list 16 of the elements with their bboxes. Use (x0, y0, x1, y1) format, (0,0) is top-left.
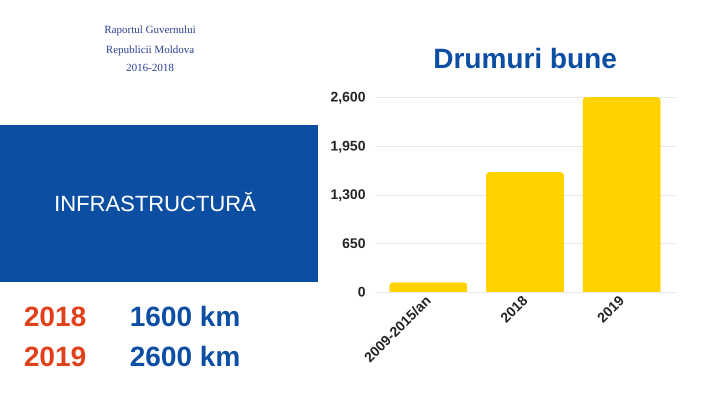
text: 2016-2018 (126, 62, 174, 74)
text: Republicii Moldova (106, 44, 194, 56)
bar (389, 282, 468, 292)
y-tick-label: 2,600 (330, 88, 366, 104)
y-tick-label: 1,300 (330, 186, 366, 202)
chart-title: Drumuri bune (433, 43, 617, 74)
y-tick-label: 650 (342, 234, 366, 251)
y-tick-label: 0 (358, 284, 366, 300)
text: 2019 (24, 341, 86, 372)
text: 2600 km (130, 341, 240, 372)
bar (486, 172, 564, 292)
bar (582, 97, 661, 292)
text: Raportul Guvernului (104, 24, 196, 36)
y-tick-label: 1,950 (330, 137, 366, 154)
text: INFRASTRUCTURĂ (54, 191, 256, 216)
text: 1600 km (130, 301, 240, 332)
